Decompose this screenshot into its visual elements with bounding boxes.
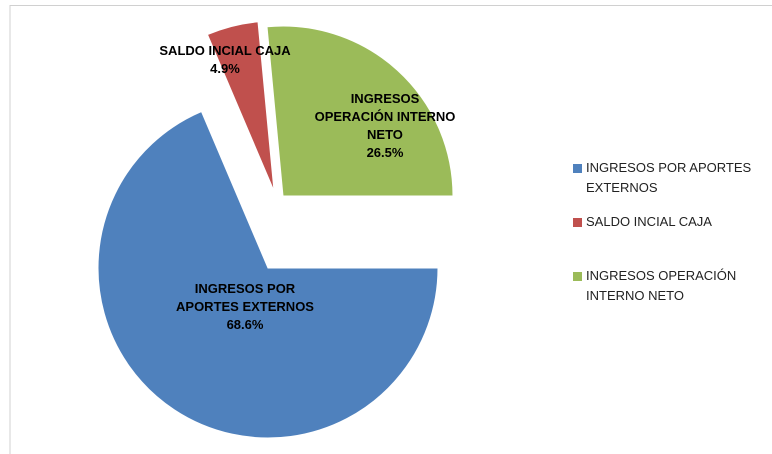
- legend-swatch: [573, 272, 582, 281]
- pie-slice: [97, 110, 439, 439]
- data-label: SALDO INCIAL CAJA 4.9%: [150, 42, 300, 78]
- legend-label: INGRESOS POR APORTES EXTERNOS: [586, 160, 752, 195]
- pie-slice: [206, 21, 275, 192]
- data-label: INGRESOS POR APORTES EXTERNOS 68.6%: [165, 280, 325, 334]
- legend-label: SALDO INCIAL CAJA: [586, 214, 712, 229]
- pie-slice: [266, 25, 454, 197]
- data-label: INGRESOS OPERACIÓN INTERNO NETO 26.5%: [310, 90, 460, 162]
- legend-swatch: [573, 164, 582, 173]
- frame: [9, 5, 772, 454]
- data-label-value: 26.5%: [366, 145, 404, 160]
- data-label-category: SALDO INCIAL CAJA: [159, 43, 291, 58]
- legend-label: INGRESOS OPERACIÓN INTERNO NETO: [586, 268, 737, 303]
- data-label-value: 68.6%: [226, 317, 264, 332]
- legend-swatch: [573, 218, 582, 227]
- data-label-value: 4.9%: [210, 61, 240, 76]
- data-label-category: INGRESOS POR APORTES EXTERNOS: [176, 281, 314, 314]
- data-label-category: INGRESOS OPERACIÓN INTERNO NETO: [314, 91, 456, 142]
